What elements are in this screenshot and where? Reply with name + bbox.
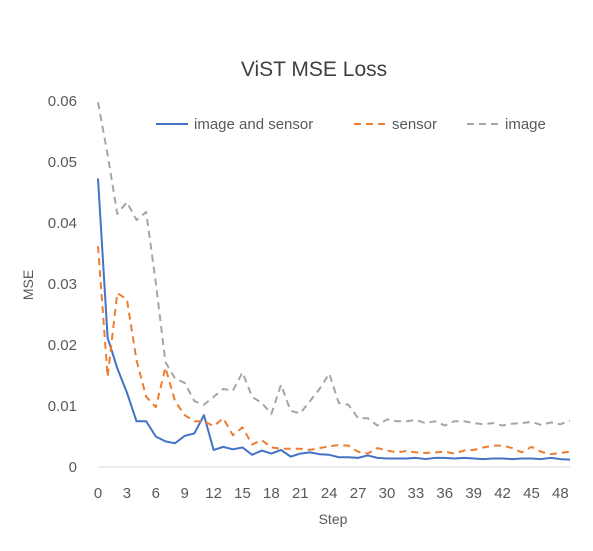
chart-title: ViST MSE Loss [241,58,387,81]
y-tick-label: 0 [69,459,77,476]
legend-label-1: sensor [392,116,437,133]
x-tick-label: 48 [552,485,569,502]
x-tick-label: 6 [152,485,160,502]
y-tick-label: 0.03 [48,276,77,293]
x-tick-label: 9 [181,485,189,502]
y-tick-label: 0.05 [48,154,77,171]
y-axis-ticks: 0 0.01 0.02 0.03 0.04 0.05 0.06 [48,93,77,476]
x-tick-label: 15 [234,485,251,502]
legend-label-2: image [505,116,546,133]
y-tick-label: 0.04 [48,215,77,232]
x-axis-ticks: 0 3 6 9 12 15 18 21 24 27 30 33 36 39 42 45 48 [94,485,569,502]
x-tick-label: 39 [465,485,482,502]
y-tick-label: 0.06 [48,93,77,110]
x-tick-label: 12 [205,485,222,502]
y-tick-label: 0.02 [48,337,77,354]
series-line-0 [98,178,570,459]
y-tick-label: 0.01 [48,398,77,415]
x-tick-label: 18 [263,485,280,502]
legend-label-0: image and sensor [194,116,313,133]
x-tick-label: 27 [350,485,367,502]
x-tick-label: 45 [523,485,540,502]
x-tick-label: 0 [94,485,102,502]
x-tick-label: 30 [379,485,396,502]
x-axis-label: Step [319,511,348,527]
x-tick-label: 3 [123,485,131,502]
x-tick-label: 24 [321,485,338,502]
y-axis-label: MSE [20,270,36,300]
x-tick-label: 21 [292,485,309,502]
series-line-1 [98,246,570,454]
legend: image and sensor sensor image [156,116,546,133]
x-tick-label: 36 [436,485,453,502]
x-tick-label: 42 [494,485,511,502]
series-lines [98,102,570,459]
x-tick-label: 33 [408,485,425,502]
